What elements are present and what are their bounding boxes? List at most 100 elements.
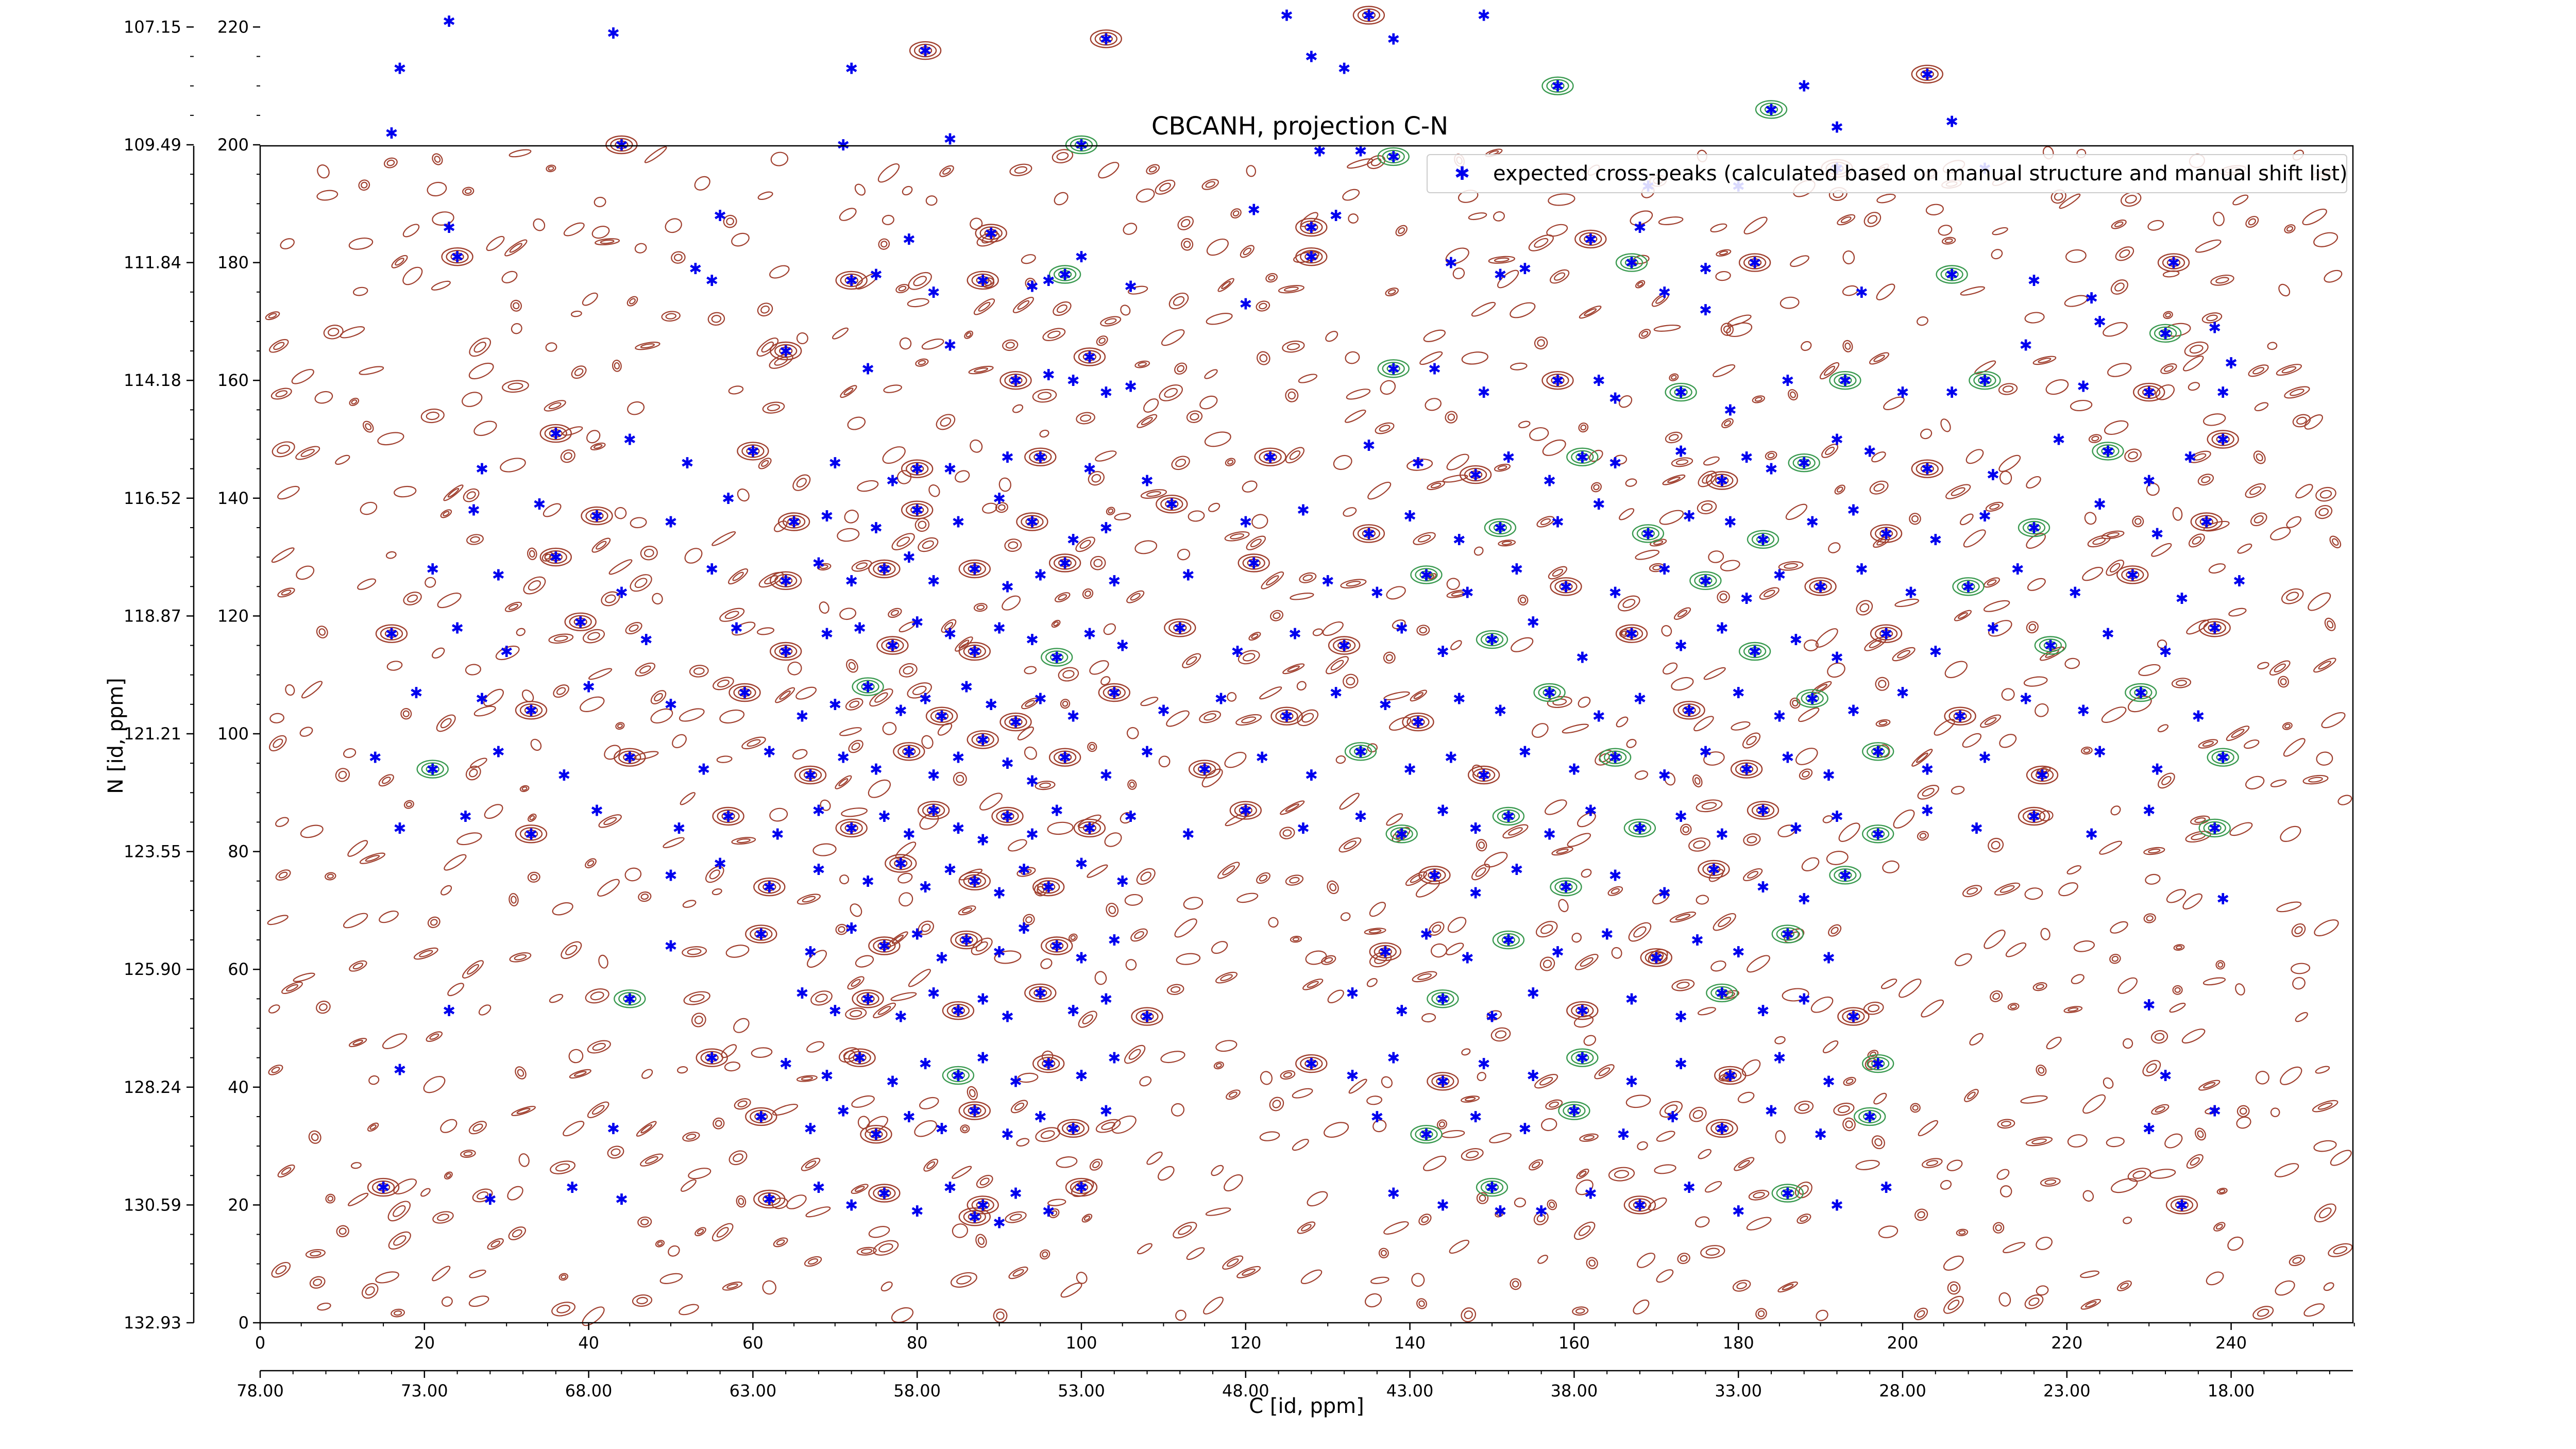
- contour-ring: [1090, 555, 1106, 570]
- contour-ring: [672, 734, 687, 748]
- cross-peak-marker: ✱: [1551, 514, 1564, 532]
- peak-contour: [1419, 570, 1433, 579]
- peak-contour: [861, 995, 875, 1003]
- contour-ring: [2248, 364, 2269, 377]
- contour-ring: [1917, 316, 1928, 326]
- contour-ring: [918, 520, 927, 529]
- contour-ring: [2002, 385, 2014, 393]
- contour-ring: [495, 645, 520, 661]
- contour-ring: [1421, 1013, 1436, 1023]
- contour-ring: [427, 181, 447, 197]
- peak-contour: [1049, 653, 1064, 662]
- contour-ring: [296, 565, 315, 580]
- cross-peak-marker: ✱: [1510, 861, 1523, 879]
- cross-peak-marker: ✱: [1469, 466, 1482, 484]
- cross-peak-marker: ✱: [1461, 584, 1474, 602]
- contour-ring: [1649, 563, 1665, 572]
- x-index-tick-label: 240: [2215, 1333, 2247, 1353]
- peak-contour: [1160, 497, 1183, 511]
- contour-ring: [348, 1038, 367, 1048]
- contour-ring: [1385, 288, 1399, 296]
- contour-ring: [640, 1124, 653, 1134]
- cross-peak-marker: ✱: [1978, 508, 1991, 526]
- contour-ring: [468, 362, 494, 380]
- contour-ring: [1708, 550, 1724, 563]
- peak-contour: [910, 464, 924, 473]
- contour-ring: [2197, 1130, 2204, 1138]
- cross-peak-marker: ✱: [1305, 48, 1318, 66]
- contour-ring: [1962, 733, 1981, 748]
- contour-ring: [792, 749, 808, 760]
- contour-ring: [1719, 593, 1727, 601]
- contour-ring: [978, 301, 991, 312]
- contour-ring: [347, 1192, 369, 1206]
- cross-peak-marker: ✱: [1124, 808, 1137, 826]
- contour-ring: [1951, 487, 1965, 496]
- contour-ring: [738, 1198, 744, 1205]
- contour-ring: [2003, 1242, 2026, 1253]
- cross-peak-marker: ✱: [426, 761, 439, 779]
- contour-ring: [1671, 979, 1695, 991]
- peak-contour: [1048, 265, 1081, 284]
- contour-ring: [1653, 324, 1681, 332]
- contour-ring: [1880, 979, 1897, 989]
- contour-ring: [1708, 869, 1724, 882]
- contour-ring: [877, 163, 900, 183]
- peak-contour: [1846, 1012, 1860, 1021]
- contour-ring: [473, 705, 496, 717]
- contour-ring: [731, 232, 750, 247]
- contour-ring: [388, 1231, 411, 1250]
- peak-contour: [2138, 385, 2161, 399]
- peak-contour: [1009, 717, 1023, 727]
- contour-ring: [311, 1133, 319, 1141]
- peak-contour: [384, 629, 399, 638]
- contour-ring: [1104, 832, 1122, 847]
- peak-contour: [618, 750, 641, 764]
- contour-ring: [2205, 1107, 2218, 1115]
- contour-ring: [1757, 1310, 1765, 1318]
- peak-contour: [1755, 100, 1788, 119]
- cross-peak-marker: ✱: [1026, 278, 1039, 296]
- cross-peak-marker: ✱: [1527, 985, 1539, 1003]
- contour-ring: [269, 713, 284, 723]
- peak-contour: [1107, 688, 1122, 697]
- cross-peak-marker: ✱: [590, 802, 603, 820]
- contour-ring: [1157, 1166, 1175, 1181]
- cross-peak-marker: ✱: [1026, 772, 1039, 790]
- cross-peak-marker: ✱: [1592, 708, 1605, 726]
- y-index-tick-label: 120: [217, 606, 249, 626]
- cross-peak-marker: ✱: [1026, 825, 1039, 844]
- contour-ring: [939, 165, 954, 177]
- contour-ring: [962, 907, 973, 914]
- contour-ring: [896, 536, 910, 547]
- peak-contour: [2027, 523, 2041, 532]
- contour-ring: [1692, 774, 1703, 788]
- contour-ring: [1014, 1102, 1025, 1111]
- peak-contour: [581, 506, 613, 526]
- contour-ring: [1025, 700, 1035, 707]
- contour-ring: [301, 681, 323, 699]
- contour-ring: [1129, 781, 1135, 788]
- contour-ring: [1897, 650, 1911, 659]
- x-axis-label: C [id, ppm]: [1249, 1394, 1364, 1418]
- peak-contour: [569, 615, 592, 629]
- contour-ring: [2270, 1107, 2280, 1118]
- contour-ring: [956, 1275, 972, 1285]
- contour-ring: [2314, 1203, 2336, 1223]
- contour-ring: [810, 990, 833, 1006]
- peak-contour: [976, 1201, 990, 1209]
- contour-ring: [405, 802, 412, 807]
- contour-ring: [1545, 1099, 1563, 1110]
- contour-ring: [1466, 1151, 1479, 1158]
- peak-contour: [1538, 685, 1561, 700]
- contour-ring: [1039, 782, 1051, 788]
- contour-ring: [635, 342, 660, 350]
- cross-peak-marker: ✱: [1584, 231, 1597, 249]
- contour-ring: [1307, 981, 1319, 988]
- cross-peak-marker: ✱: [1305, 219, 1318, 237]
- contour-ring: [1921, 1158, 1943, 1168]
- y-index-tick-label: 0: [239, 1313, 249, 1333]
- contour-ring: [362, 420, 374, 433]
- contour-ring: [655, 1240, 665, 1248]
- contour-ring: [1056, 151, 1069, 161]
